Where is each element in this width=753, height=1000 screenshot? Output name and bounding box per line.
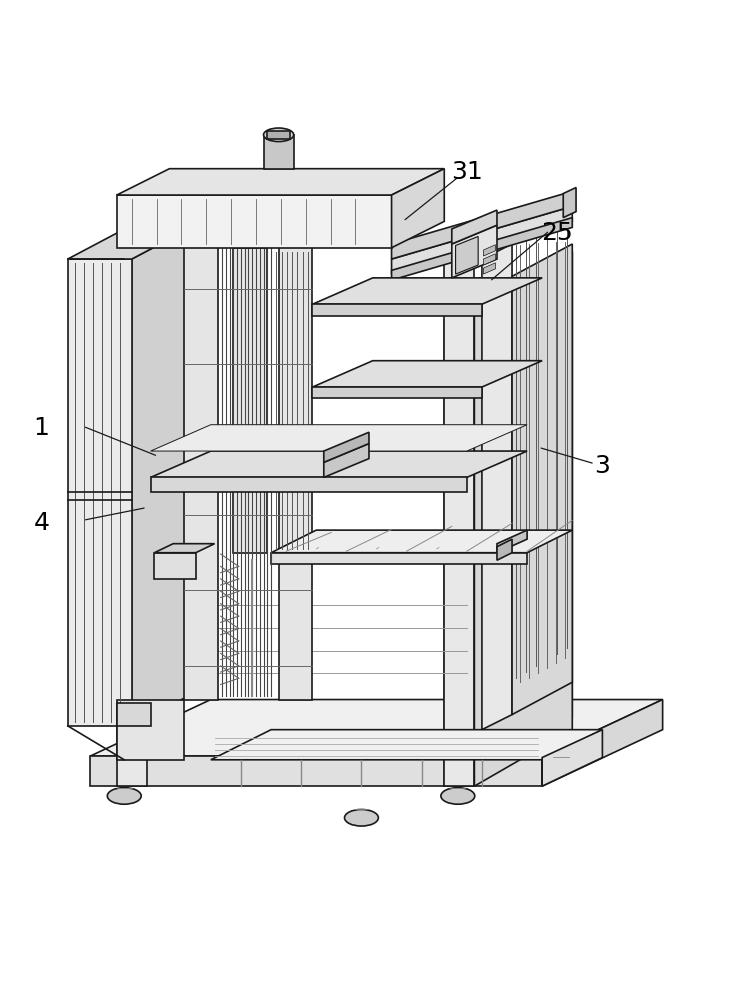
Polygon shape — [324, 444, 369, 477]
Polygon shape — [90, 756, 542, 786]
Polygon shape — [483, 254, 495, 265]
Polygon shape — [117, 195, 392, 248]
Polygon shape — [497, 539, 512, 560]
Polygon shape — [312, 304, 482, 316]
Polygon shape — [474, 252, 572, 786]
Ellipse shape — [108, 788, 142, 804]
Polygon shape — [542, 700, 663, 786]
Polygon shape — [483, 245, 495, 256]
Polygon shape — [452, 210, 497, 244]
Polygon shape — [154, 544, 215, 553]
Polygon shape — [184, 244, 218, 700]
Polygon shape — [482, 244, 512, 730]
Ellipse shape — [344, 809, 378, 826]
Polygon shape — [117, 259, 147, 786]
Polygon shape — [271, 530, 572, 553]
Polygon shape — [117, 169, 444, 195]
Ellipse shape — [264, 128, 294, 142]
Polygon shape — [324, 432, 369, 462]
Polygon shape — [444, 263, 550, 786]
Polygon shape — [497, 530, 527, 553]
Polygon shape — [154, 553, 196, 579]
Polygon shape — [483, 263, 495, 274]
Polygon shape — [211, 730, 602, 760]
Polygon shape — [117, 703, 151, 726]
Polygon shape — [233, 248, 267, 553]
Polygon shape — [452, 225, 497, 278]
Polygon shape — [512, 244, 572, 715]
Polygon shape — [312, 278, 542, 304]
Polygon shape — [68, 225, 196, 259]
Polygon shape — [392, 206, 572, 274]
Polygon shape — [132, 225, 196, 726]
Polygon shape — [542, 730, 602, 786]
Polygon shape — [68, 259, 132, 726]
Polygon shape — [312, 387, 482, 398]
Polygon shape — [151, 451, 527, 477]
Polygon shape — [90, 700, 663, 756]
Polygon shape — [392, 169, 444, 248]
Ellipse shape — [544, 757, 578, 773]
Ellipse shape — [441, 788, 474, 804]
Polygon shape — [392, 218, 572, 280]
Polygon shape — [117, 700, 184, 760]
Polygon shape — [550, 252, 572, 730]
Polygon shape — [312, 361, 542, 387]
Polygon shape — [392, 191, 572, 259]
Text: 25: 25 — [541, 221, 573, 245]
Polygon shape — [151, 425, 527, 451]
Bar — [267, 131, 290, 139]
Polygon shape — [151, 477, 467, 492]
Polygon shape — [264, 135, 294, 169]
Text: 31: 31 — [451, 160, 483, 184]
Polygon shape — [444, 259, 474, 786]
Text: 1: 1 — [33, 416, 50, 440]
Polygon shape — [563, 188, 576, 218]
Polygon shape — [456, 236, 478, 274]
Text: 4: 4 — [33, 511, 50, 535]
Text: 3: 3 — [594, 454, 611, 478]
Polygon shape — [279, 244, 312, 700]
Polygon shape — [271, 553, 527, 564]
